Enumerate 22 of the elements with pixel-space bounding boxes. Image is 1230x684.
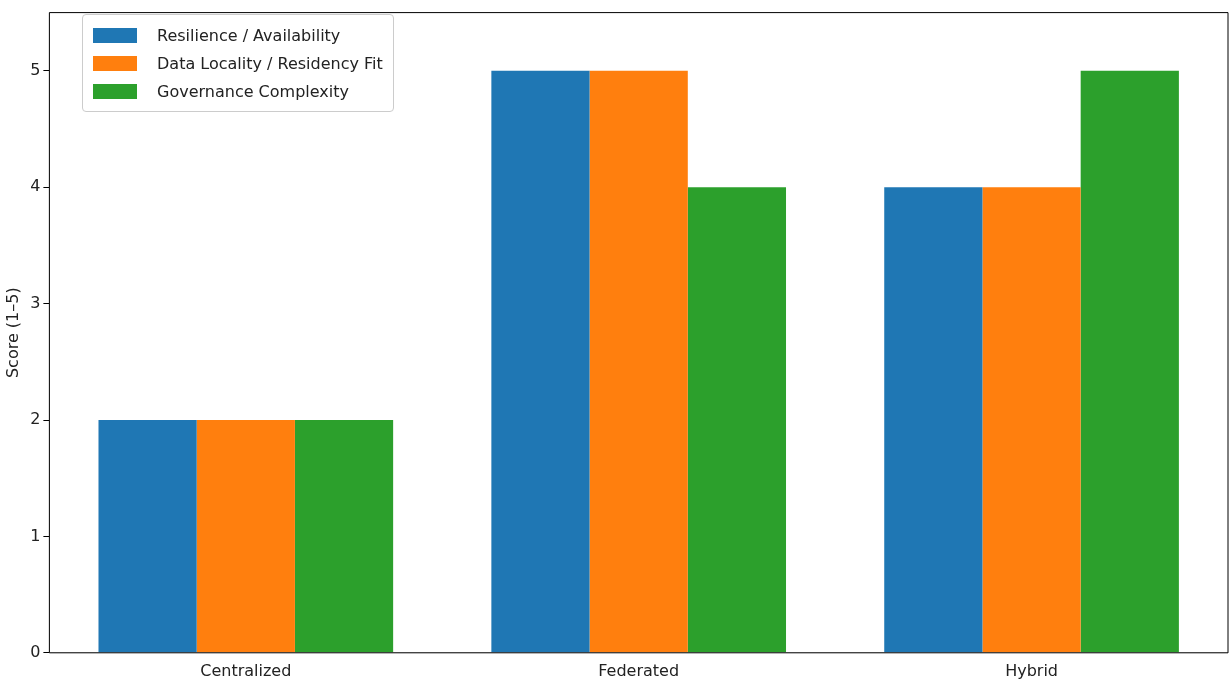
- x-tick-label: Centralized: [200, 660, 292, 680]
- x-tick-label: Federated: [598, 660, 680, 680]
- x-tick-label: Hybrid: [1005, 660, 1058, 680]
- bar: [196, 420, 295, 653]
- y-tick-label: 1: [30, 525, 41, 545]
- legend-label: Governance Complexity: [157, 81, 349, 101]
- y-tick-label: 2: [30, 409, 41, 429]
- legend-label: Data Locality / Residency Fit: [157, 53, 383, 73]
- y-tick-label: 5: [30, 59, 41, 79]
- bar: [687, 187, 787, 653]
- bar: [491, 70, 590, 653]
- bar: [294, 420, 394, 653]
- bar: [589, 70, 688, 653]
- bar: [884, 187, 983, 653]
- y-tick-label: 0: [30, 641, 41, 661]
- y-tick-label: 3: [30, 292, 41, 312]
- bar: [1080, 70, 1179, 653]
- bar: [98, 420, 197, 653]
- legend-label: Resilience / Availability: [157, 25, 341, 45]
- bar: [982, 187, 1081, 653]
- y-axis-title: Score (1–5): [2, 287, 22, 379]
- y-tick-label: 4: [30, 176, 41, 196]
